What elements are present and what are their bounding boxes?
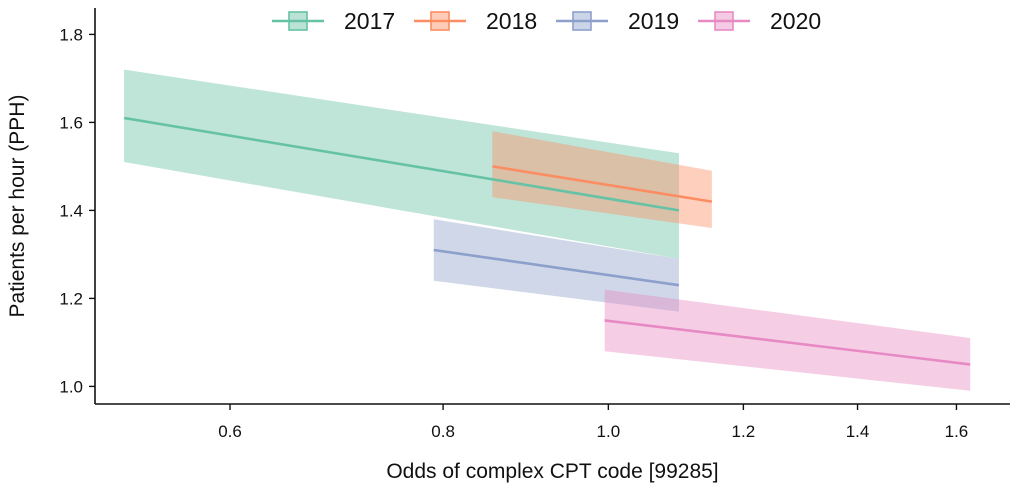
legend-swatch xyxy=(288,11,308,31)
ci-band-2020 xyxy=(604,289,971,391)
ci-band-2018 xyxy=(492,131,712,228)
trend-line-2018 xyxy=(492,165,713,203)
y-tick-label: 1.6 xyxy=(59,113,83,132)
y-tick-label: 1.8 xyxy=(59,25,83,44)
trend-lines xyxy=(123,116,971,366)
legend-swatch xyxy=(430,11,450,31)
legend-label: 2020 xyxy=(770,8,821,34)
x-tick-label: 1.0 xyxy=(597,422,621,441)
legend-swatch xyxy=(714,11,734,31)
legend-label: 2017 xyxy=(344,8,395,34)
y-tick-label: 1.2 xyxy=(59,289,83,308)
legend-item-2019: 2019 xyxy=(556,8,679,34)
y-axis-title: Patients per hour (PPH) xyxy=(6,95,29,318)
x-axis-title: Odds of complex CPT code [99285] xyxy=(386,460,718,483)
y-tick-label: 1.4 xyxy=(59,201,83,220)
y-tick-label: 1.0 xyxy=(59,377,83,396)
x-tick-label: 1.2 xyxy=(732,422,756,441)
confidence-bands xyxy=(124,69,971,391)
trend-line-2019 xyxy=(433,248,680,287)
x-tick-label: 0.6 xyxy=(218,422,242,441)
x-tick-label: 1.4 xyxy=(846,422,870,441)
x-tick-label: 1.6 xyxy=(945,422,969,441)
legend-item-2020: 2020 xyxy=(698,8,821,34)
legend-label: 2018 xyxy=(486,8,537,34)
ticks: 1.0 1.2 1.4 1.6 1.8 0.6 0.8 1.0 1.2 1.4 1.6 xyxy=(59,25,968,441)
trend-line-2017 xyxy=(123,116,680,212)
legend-item-2018: 2018 xyxy=(414,8,537,34)
legend-item-2017: 2017 xyxy=(272,8,395,34)
legend-label: 2019 xyxy=(628,8,679,34)
trend-line-2020 xyxy=(604,319,971,366)
x-tick-label: 0.8 xyxy=(431,422,455,441)
legend: 2017 2018 2019 2020 xyxy=(272,8,821,34)
ci-band-2019 xyxy=(433,219,679,312)
legend-swatch xyxy=(572,11,592,31)
